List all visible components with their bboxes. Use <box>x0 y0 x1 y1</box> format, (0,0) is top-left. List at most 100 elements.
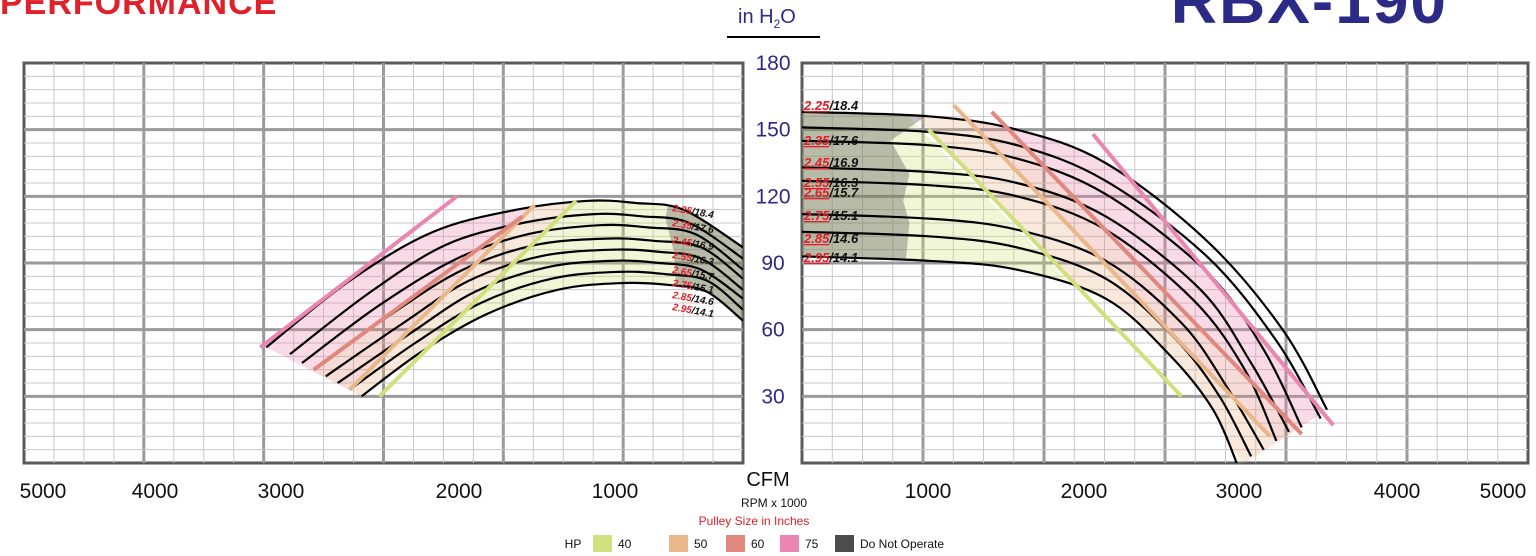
left-curve-label: 2.85/14.6 <box>670 290 714 308</box>
pulley-size: 2.75 <box>803 208 830 223</box>
right-curve-2.45 <box>802 139 1303 428</box>
rpm-value: /15.7 <box>690 268 715 283</box>
legend-swatch-75 <box>780 535 799 552</box>
left-curve-label: 2.65/15.7 <box>670 265 714 283</box>
rpm-value: /16.9 <box>690 238 715 253</box>
left-hp-line-60 <box>312 214 524 372</box>
header-left-title: PERFORMANCE <box>0 0 278 22</box>
legend-label: Do Not Operate <box>860 537 944 551</box>
left-curve-label: 2.45/16.9 <box>670 235 714 253</box>
right-curve-label: 2.75/15.1 <box>803 208 858 223</box>
pulley-size: 2.75 <box>670 278 692 292</box>
right-curve-label: 2.55/16.3 <box>803 175 859 190</box>
x-tick-label-right: 5000 <box>1480 480 1527 503</box>
right-panel-grid <box>800 61 1530 465</box>
right-curve-label: 2.35/17.6 <box>803 133 859 148</box>
x-tick-label-right: 4000 <box>1374 480 1421 503</box>
left-curve-label: 2.75/15.1 <box>670 278 714 296</box>
pulley-size: 2.85 <box>803 231 830 246</box>
left-hp-line-75 <box>259 194 459 350</box>
pulley-size: 2.95 <box>670 302 692 316</box>
x-tick-label-right: 2000 <box>1061 480 1108 503</box>
do-not-operate-region-right <box>802 111 929 261</box>
y-tick-label: 150 <box>755 119 790 142</box>
left-curve-label: 2.35/17.6 <box>670 218 714 236</box>
right-hp-line-50 <box>952 103 1272 438</box>
pulley-size: 2.25 <box>803 98 830 113</box>
pulley-size: 2.55 <box>670 250 692 264</box>
left-panel-grid <box>22 61 745 465</box>
y-unit-tail: O <box>780 6 796 28</box>
x-unit-label: CFM <box>746 469 789 491</box>
axes-labels: in H2O 180 150 120 90 60 30 5000 4000 3000 2000 100… <box>20 6 1527 528</box>
left-curve-label: 2.25/18.4 <box>670 203 714 221</box>
left-curve-2.75 <box>337 259 743 384</box>
right-curve-label: 2.25/18.4 <box>803 98 859 113</box>
left-panel-curve-labels: 2.25/18.42.35/17.62.45/16.92.55/16.32.65… <box>670 203 714 320</box>
pulley-size: 2.85 <box>670 290 692 304</box>
y-unit-main: in H <box>738 6 774 28</box>
rpm-value: /15.1 <box>828 208 858 223</box>
y-tick-label: 90 <box>761 252 784 275</box>
legend-label: 50 <box>694 537 708 551</box>
legend: HP 40 50 60 75 Do Not Operate <box>565 535 944 552</box>
left-hp-line-50 <box>348 203 536 392</box>
rpm-value: /14.6 <box>828 231 859 246</box>
left-curve-2.65 <box>325 248 743 378</box>
right-hp-line-75 <box>1091 132 1335 427</box>
right-panel-curve-labels: 2.25/18.4 2.35/17.6 2.45/16.9 2.55/16.32.65… <box>803 98 859 265</box>
right-panel-hp-lines <box>927 103 1335 438</box>
rpm-value: /16.9 <box>828 155 859 170</box>
legend-label: 75 <box>805 537 819 551</box>
left-curve-label: 2.55/16.3 <box>670 250 714 268</box>
pulley-label: Pulley Size in Inches <box>699 514 810 528</box>
right-curve-2.25 <box>802 110 1328 411</box>
left-panel-hp-lines <box>259 194 578 398</box>
y-tick-label: 60 <box>761 319 784 342</box>
rpm-value: /16.3 <box>690 253 715 268</box>
legend-label: 60 <box>751 537 765 551</box>
rpm-label: RPM x 1000 <box>741 496 807 510</box>
pulley-size: 2.45 <box>670 235 692 249</box>
legend-title: HP <box>565 537 582 551</box>
y-tick-label: 120 <box>755 185 790 208</box>
legend-swatch-50 <box>669 535 688 552</box>
x-tick-label-right: 1000 <box>905 480 952 503</box>
rpm-value: /14.1 <box>690 305 715 320</box>
header-right-title: RBX-190 <box>1170 0 1448 37</box>
x-tick-label-left: 2000 <box>436 480 483 503</box>
x-tick-label-left: 5000 <box>20 480 67 503</box>
legend-label: 40 <box>618 537 632 551</box>
pulley-size: 2.65 <box>670 265 692 279</box>
x-tick-label-left: 4000 <box>132 480 179 503</box>
left-curve-2.35 <box>289 212 743 355</box>
right-curve-2.55 <box>802 166 1290 433</box>
legend-swatch-do-not-operate <box>835 535 854 552</box>
y-unit-label: in H2O <box>738 6 796 31</box>
left-band-hp60 <box>266 200 648 397</box>
left-hp-line-40 <box>378 199 578 398</box>
x-tick-label-left: 1000 <box>592 480 639 503</box>
pulley-size: 2.95 <box>803 250 830 265</box>
left-band-hp50 <box>266 200 695 397</box>
x-tick-label-right: 3000 <box>1216 480 1263 503</box>
rpm-value: /14.6 <box>690 293 715 308</box>
x-tick-label-left: 3000 <box>258 480 305 503</box>
rpm-value: /17.6 <box>690 221 715 236</box>
rpm-value: /15.7 <box>828 185 859 200</box>
left-band-hp40 <box>266 200 743 397</box>
pulley-size: 2.35 <box>803 133 830 148</box>
pulley-size: 2.25 <box>670 203 692 217</box>
right-curve-2.85 <box>802 230 1253 457</box>
pulley-size: 2.55 <box>803 175 830 190</box>
right-curve-label: 2.85/14.6 <box>803 231 859 246</box>
y-unit-sub: 2 <box>774 17 781 31</box>
y-tick-label: 180 <box>755 52 790 75</box>
rpm-value: /17.6 <box>828 133 859 148</box>
right-hp-line-40 <box>927 128 1183 398</box>
pulley-size: 2.35 <box>670 218 692 232</box>
pulley-size: 2.45 <box>803 155 830 170</box>
right-curve-label: 2.45/16.9 <box>803 155 859 170</box>
legend-swatch-60 <box>726 535 745 552</box>
